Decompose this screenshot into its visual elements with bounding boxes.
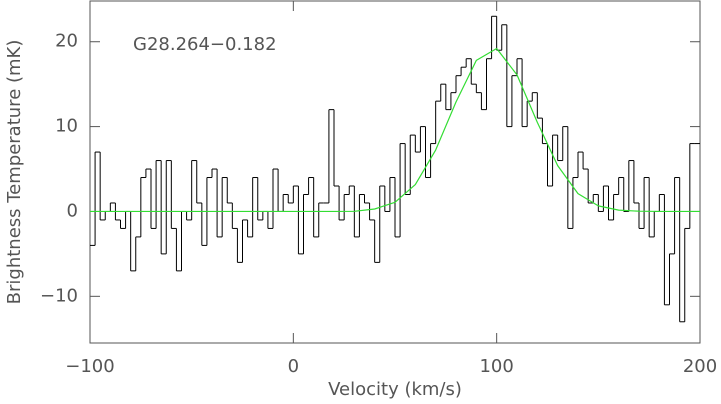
x-tick-label: 100 bbox=[479, 356, 513, 377]
plot-frame bbox=[89, 0, 701, 344]
y-tick-label: −10 bbox=[40, 285, 78, 306]
gaussian-fit bbox=[90, 47, 700, 213]
x-tick-label: 0 bbox=[288, 356, 299, 377]
x-tick-label: −100 bbox=[65, 356, 114, 377]
y-tick-label: 20 bbox=[55, 31, 78, 52]
y-axis-label: Brightness Temperature (mK) bbox=[4, 40, 25, 305]
y-tick-label: 0 bbox=[67, 200, 78, 221]
annotation: G28.264−0.182 bbox=[133, 34, 277, 55]
x-tick-label: 200 bbox=[683, 356, 717, 377]
y-tick-label: 10 bbox=[55, 116, 78, 137]
x-axis-label: Velocity (km/s) bbox=[328, 379, 462, 400]
